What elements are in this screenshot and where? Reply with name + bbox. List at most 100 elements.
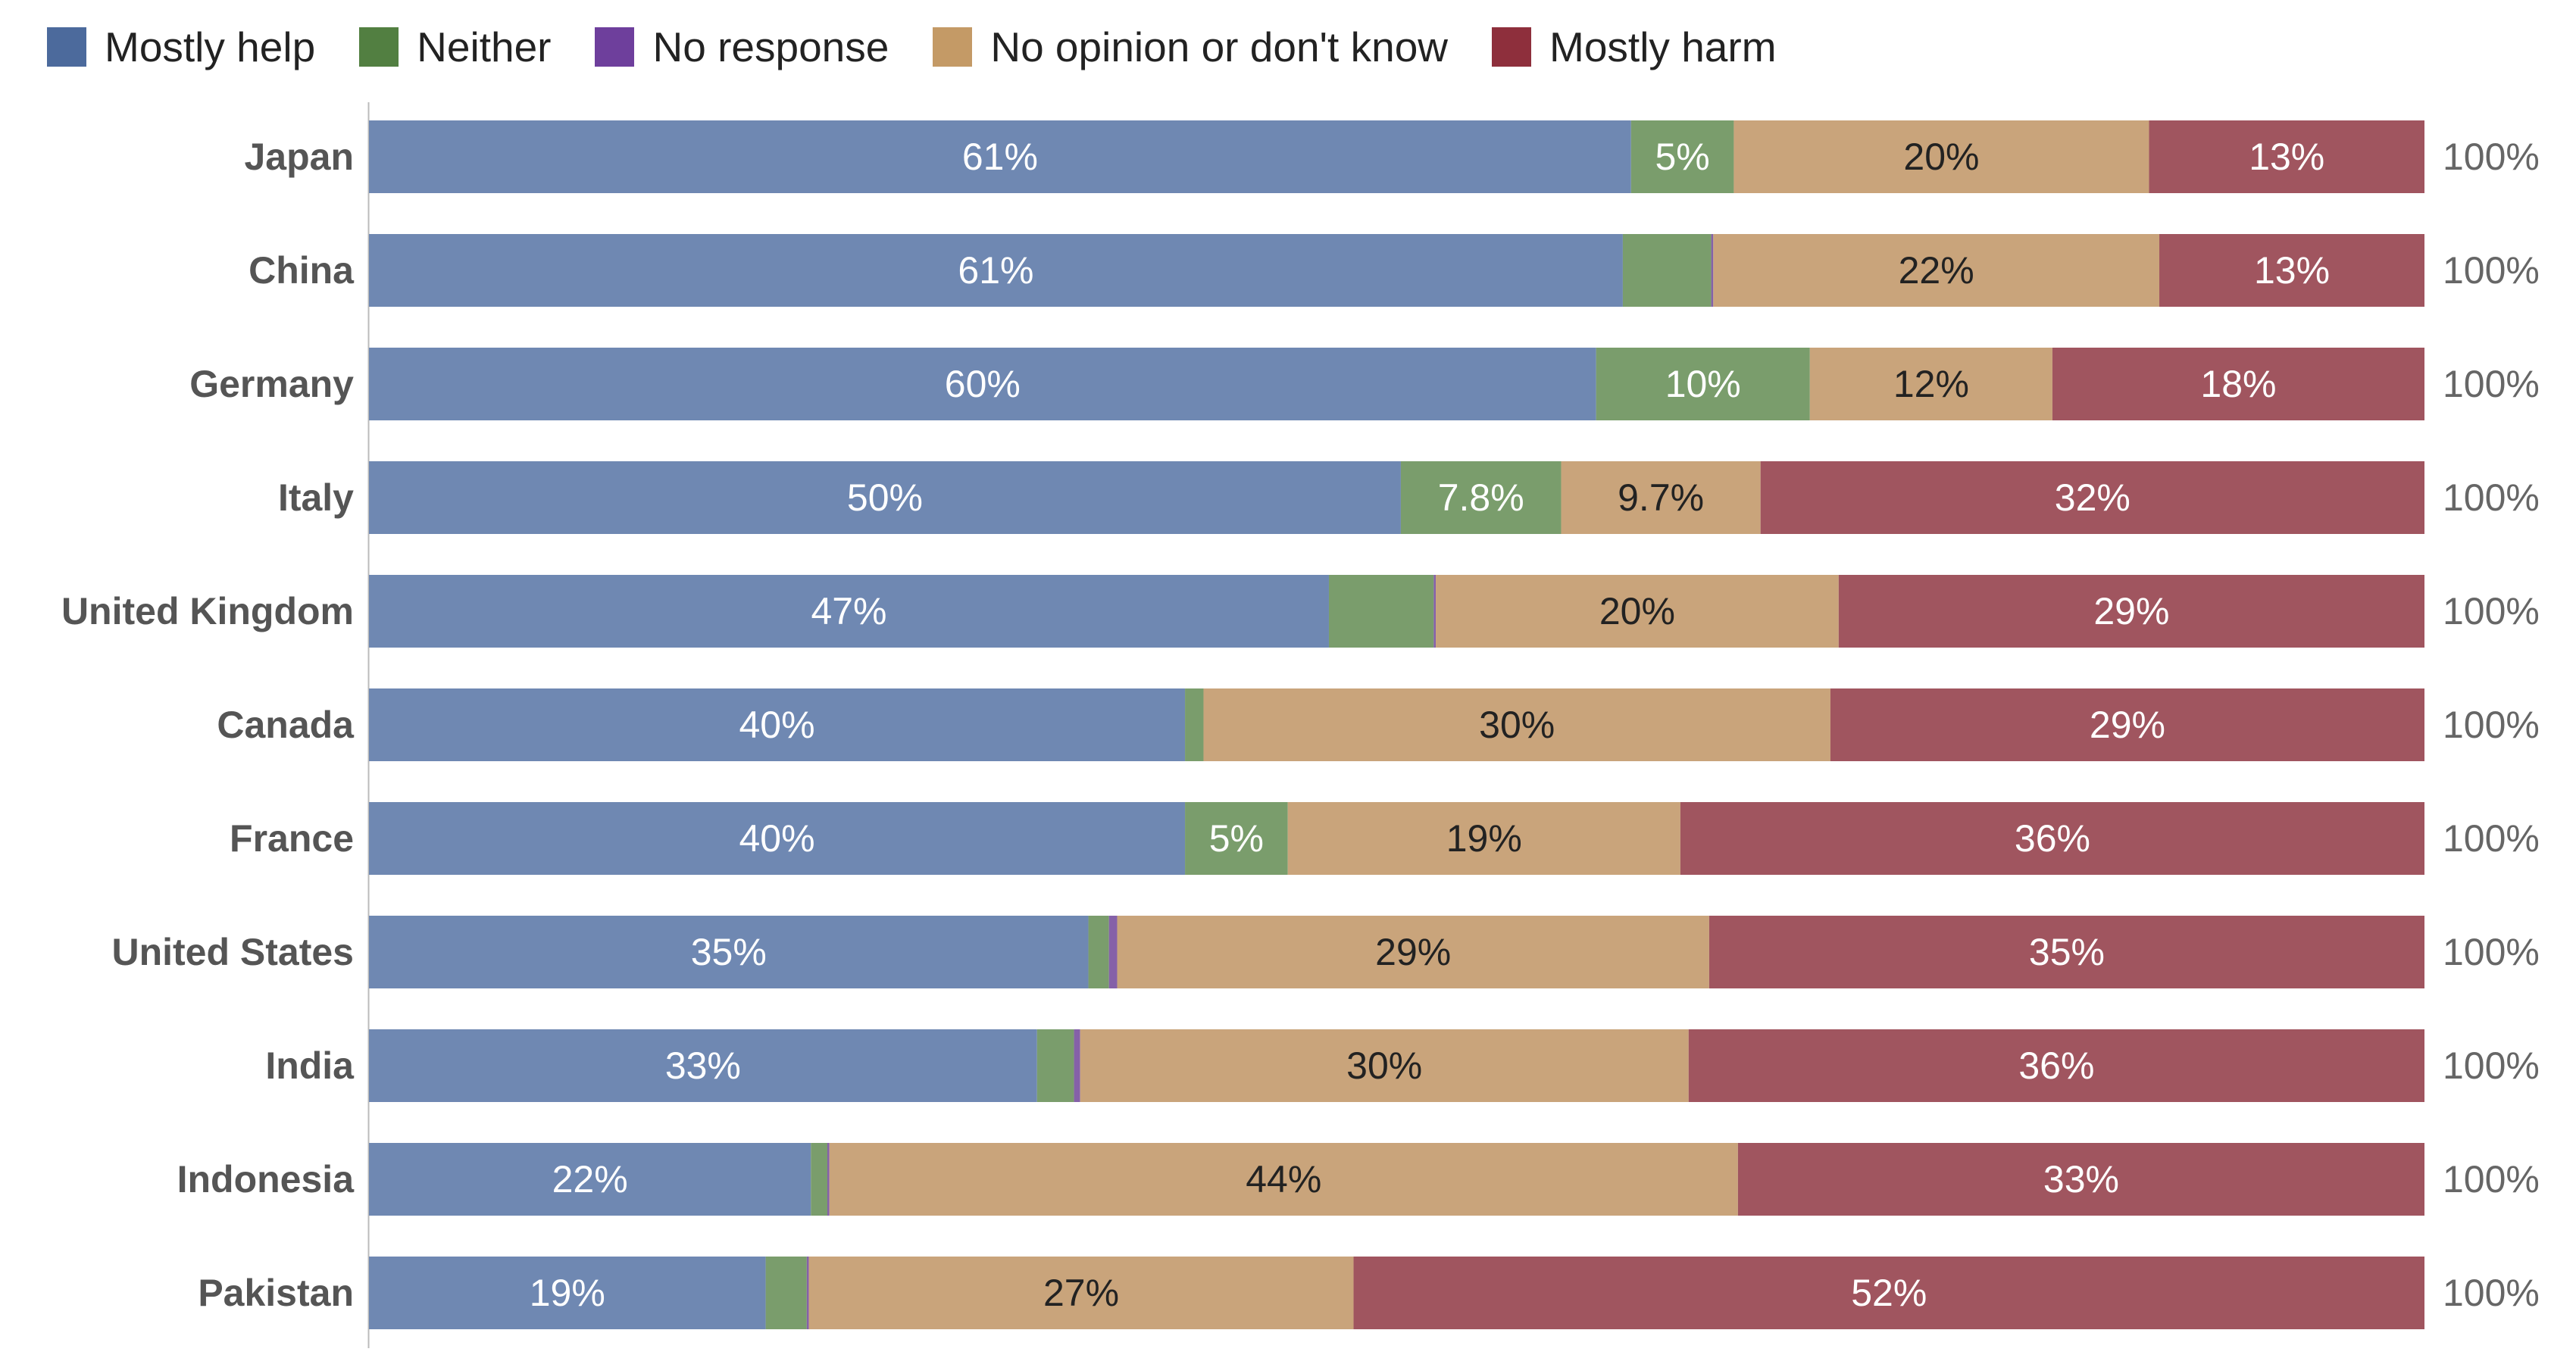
data-label: 30% (1346, 1044, 1422, 1087)
data-label: 13% (2254, 249, 2330, 292)
data-label: 35% (691, 931, 767, 973)
data-label: 40% (739, 704, 814, 746)
data-label: 36% (2015, 817, 2090, 860)
data-label: 60% (945, 363, 1021, 405)
bar-segment (1596, 348, 1810, 420)
data-label: 19% (1446, 817, 1522, 860)
bar-segment (829, 1143, 1738, 1216)
category-label: Pakistan (198, 1272, 354, 1314)
bar-segment (1760, 461, 2424, 534)
bar-segment (1630, 120, 1734, 193)
legend-item: Mostly help (47, 23, 315, 71)
data-label: 52% (1851, 1272, 1927, 1314)
bar-segment (808, 1257, 1354, 1329)
bar-segment (1203, 688, 1830, 761)
bar-segment (1830, 688, 2424, 761)
data-label: 27% (1043, 1272, 1119, 1314)
legend-label: Neither (417, 23, 552, 70)
bar-segment (1838, 575, 2424, 648)
data-label: 13% (2249, 136, 2324, 178)
total-label: 100% (2443, 1158, 2540, 1200)
bar-segment (1433, 575, 1436, 648)
bar-segment (1328, 575, 1434, 648)
bar-segment (369, 120, 1631, 193)
bar-segment (1117, 916, 1709, 988)
bar-segment (1708, 916, 2424, 988)
data-label: 7.8% (1438, 476, 1524, 519)
category-label: Italy (278, 476, 354, 519)
total-label: 100% (2443, 249, 2540, 292)
category-label: China (249, 249, 355, 292)
bar-segment (369, 234, 1623, 307)
bar-segment (1088, 916, 1109, 988)
legend-item: No response (595, 23, 889, 71)
data-label: 10% (1665, 363, 1741, 405)
bar-segment (1185, 688, 1204, 761)
bar-segment (1711, 234, 1714, 307)
legend-label: Mostly help (105, 23, 316, 70)
category-label: United States (111, 931, 354, 973)
data-label: 12% (1893, 363, 1969, 405)
total-label: 100% (2443, 817, 2540, 860)
legend-label: Mostly harm (1549, 23, 1777, 70)
bar-segment (1733, 120, 2149, 193)
legend-swatch (47, 27, 86, 67)
bar-segment (765, 1257, 807, 1329)
data-label: 40% (739, 817, 814, 860)
bar-segment (1561, 461, 1761, 534)
bar-segment (369, 461, 1401, 534)
legend-label: No opinion or don't know (990, 23, 1449, 70)
data-label: 32% (2055, 476, 2131, 519)
bar-segment (2149, 120, 2424, 193)
bar-segment (1108, 916, 1118, 988)
category-label: Indonesia (177, 1158, 355, 1200)
bar-segment (369, 1143, 811, 1216)
data-label: 29% (2093, 590, 2169, 632)
total-label: 100% (2443, 1272, 2540, 1314)
bar-segment (369, 688, 1186, 761)
bar-segment (827, 1143, 830, 1216)
legend-swatch (933, 27, 973, 67)
legend-item: Mostly harm (1492, 23, 1777, 71)
bar-segment (1080, 1029, 1689, 1102)
category-label: Japan (244, 136, 354, 178)
data-label: 5% (1209, 817, 1264, 860)
bar-segment (369, 802, 1186, 875)
bar-segment (1622, 234, 1712, 307)
bar-segment (1680, 802, 2424, 875)
legend-item: No opinion or don't know (933, 23, 1448, 71)
legend-swatch (595, 27, 635, 67)
data-label: 5% (1655, 136, 1709, 178)
data-label: 50% (847, 476, 923, 519)
data-label: 20% (1599, 590, 1675, 632)
data-label: 35% (2029, 931, 2105, 973)
data-label: 33% (2043, 1158, 2119, 1200)
bar-segment (1400, 461, 1562, 534)
total-label: 100% (2443, 931, 2540, 973)
category-label: Canada (217, 704, 355, 746)
legend: Mostly help Neither No response No opinion … (47, 23, 1821, 71)
bar-segment (2159, 234, 2424, 307)
data-label: 30% (1479, 704, 1555, 746)
data-label: 29% (1375, 931, 1451, 973)
category-label: India (265, 1044, 355, 1087)
data-label: 20% (1903, 136, 1979, 178)
bar-segment (369, 916, 1089, 988)
category-label: France (230, 817, 354, 860)
total-label: 100% (2443, 363, 2540, 405)
legend-item: Neither (359, 23, 551, 71)
bar-segment (1036, 1029, 1074, 1102)
legend-label: No response (652, 23, 889, 70)
total-label: 100% (2443, 476, 2540, 519)
total-label: 100% (2443, 1044, 2540, 1087)
bar-segment (1713, 234, 2160, 307)
bar-segment (2052, 348, 2424, 420)
data-label: 29% (2090, 704, 2165, 746)
data-label: 19% (530, 1272, 605, 1314)
data-label: 33% (665, 1044, 741, 1087)
data-label: 61% (958, 249, 1033, 292)
total-label: 100% (2443, 704, 2540, 746)
data-label: 22% (552, 1158, 628, 1200)
total-label: 100% (2443, 590, 2540, 632)
